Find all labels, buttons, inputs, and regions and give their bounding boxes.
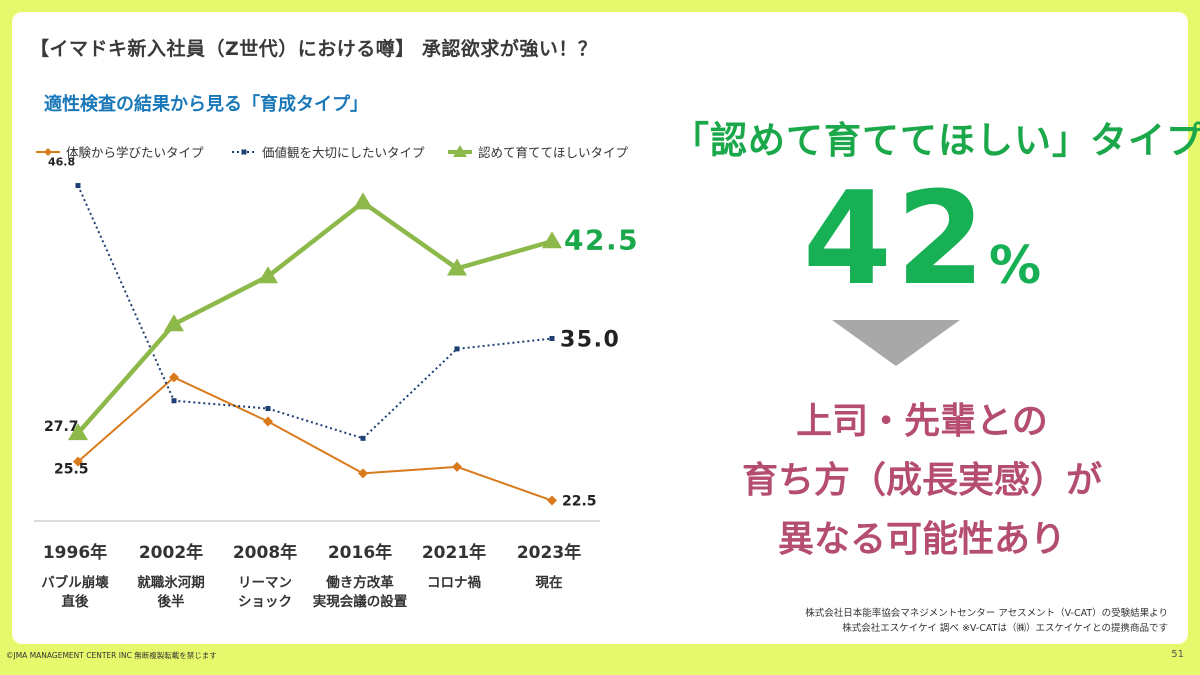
data-point <box>542 231 562 249</box>
legend-marker <box>453 145 467 157</box>
x-tick-sublabel: 現在 <box>536 574 563 591</box>
x-tick-sublabel: バブル崩壊 <box>41 574 109 591</box>
data-point <box>164 314 184 332</box>
data-label: 27.7 <box>44 419 79 435</box>
data-point <box>265 406 271 412</box>
data-point <box>75 183 81 189</box>
data-point <box>68 423 88 441</box>
data-point <box>73 456 83 467</box>
big-number-unit: % <box>989 236 1042 296</box>
data-label: 46.8 <box>48 156 75 169</box>
source-line: 株式会社エスケイケイ 調べ ※V-CATは（㈱）エスケイケイとの提携商品です <box>842 623 1168 634</box>
x-tick-sublabel: ショック <box>238 594 292 610</box>
legend-label: 認めて育ててほしいタイプ <box>478 145 629 160</box>
page-number: 51 <box>1171 649 1184 660</box>
source-line: 株式会社日本能率協会マネジメントセンター アセスメント（V-CAT）の受験結果よ… <box>805 608 1168 619</box>
source-note: 株式会社日本能率協会マネジメントセンター アセスメント（V-CAT）の受験結果よ… <box>805 606 1168 636</box>
data-label: 25.5 <box>54 462 89 478</box>
series-line <box>77 376 553 502</box>
x-tick-sublabel: 後半 <box>158 593 185 610</box>
big-percentage: 42% <box>772 160 1072 320</box>
data-label: 42.5 <box>564 223 639 256</box>
x-tick-sublabel: 就職氷河期 <box>137 574 205 591</box>
big-number: 42 <box>802 165 989 314</box>
conclusion-line: 上司・先輩との <box>796 401 1048 442</box>
x-tick-label: 2023年 <box>517 542 581 563</box>
data-point <box>171 398 177 404</box>
conclusion-line: 育ち方（成長実感）が <box>741 460 1102 501</box>
chart-subtitle: 適性検査の結果から見る「育成タイプ」 <box>44 94 368 115</box>
legend-marker <box>241 149 247 155</box>
data-point <box>447 258 467 276</box>
x-tick-label: 2002年 <box>139 542 203 563</box>
slide-card <box>12 12 1188 644</box>
legend-label: 価値観を大切にしたいタイプ <box>262 145 425 160</box>
series-line <box>76 200 553 435</box>
x-tick-sublabel: 実現会議の設置 <box>313 593 408 610</box>
slide-title: 【イマドキ新入社員（Z世代）における噂】 承認欲求が強い！？ <box>30 38 598 60</box>
x-tick-sublabel: コロナ禍 <box>427 574 481 591</box>
data-label: 35.0 <box>560 328 620 353</box>
conclusion-line: 異なる可能性あり <box>777 519 1066 560</box>
copyright: ©JMA MANAGEMENT CENTER INC 無断複製転載を禁じます <box>6 651 217 660</box>
x-tick-label: 1996年 <box>43 542 107 563</box>
x-tick-label: 2008年 <box>233 542 297 563</box>
data-point <box>454 346 460 352</box>
data-point <box>258 266 278 284</box>
legend-label: 体験から学びたいタイプ <box>66 145 204 160</box>
x-tick-label: 2021年 <box>422 542 486 563</box>
data-point <box>353 192 373 210</box>
x-tick-sublabel: 働き方改革 <box>325 574 394 591</box>
data-point <box>263 416 273 427</box>
conclusion: 上司・先輩との 育ち方（成長実感）が 異なる可能性あり <box>672 392 1172 569</box>
data-point <box>360 435 366 441</box>
down-arrow-icon <box>832 320 960 366</box>
data-label: 22.5 <box>562 494 597 510</box>
data-point <box>549 336 555 342</box>
data-point <box>452 461 462 472</box>
data-point <box>358 468 368 479</box>
legend-marker <box>44 148 52 156</box>
data-point <box>547 495 557 506</box>
headline: 「認めて育ててほしい」タイプ <box>672 119 1200 162</box>
series-line <box>77 185 553 440</box>
x-tick-sublabel: 直後 <box>62 593 89 610</box>
data-point <box>169 372 179 383</box>
x-tick-label: 2016年 <box>328 542 392 563</box>
x-tick-sublabel: リーマン <box>238 575 292 591</box>
